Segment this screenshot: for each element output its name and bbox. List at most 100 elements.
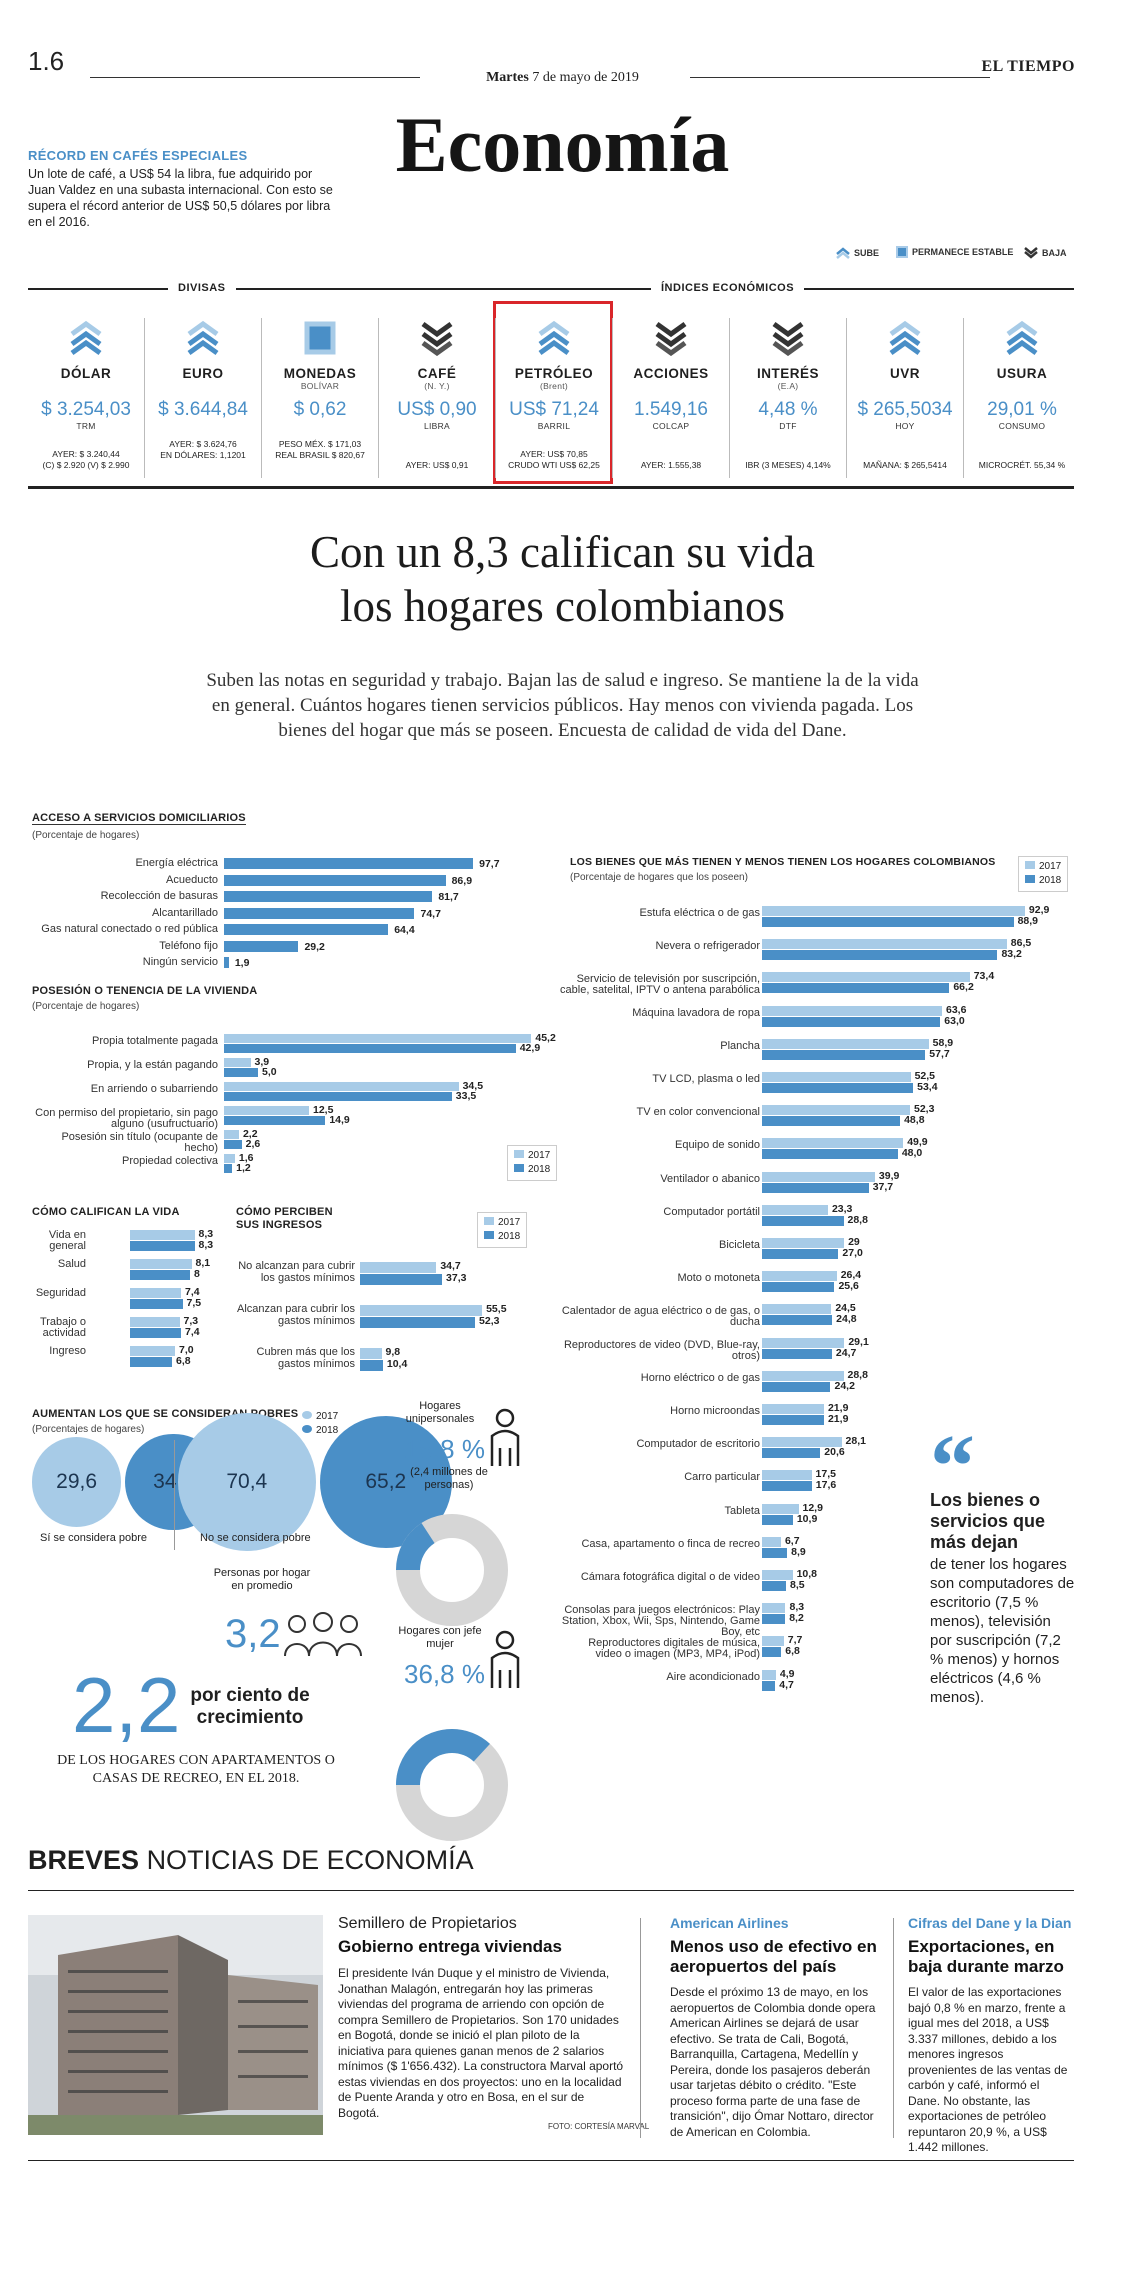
bar-value-2017: 2,2: [242, 1128, 258, 1140]
bar-value-2017: 39,9: [878, 1169, 900, 1182]
indicator-prev-line: EN DÓLARES: 1,1201: [160, 450, 246, 460]
indicator-previous: AYER: US$ 70,85 CRUDO WTI US$ 62,25: [496, 449, 612, 471]
bar-2017: [224, 1034, 532, 1043]
bar-2018: [762, 1182, 869, 1193]
bar-value-2017: 7,0: [179, 1344, 194, 1356]
indicator-sub: (N. Y.): [424, 381, 450, 391]
persons-label: Personas por hogar en promedio: [213, 1567, 311, 1592]
indicator-euro: EURO $ 3.644,84 AYER: $ 3.624,76 EN DÓLARES…: [145, 312, 261, 461]
bar-value-2017: 28,8: [847, 1368, 868, 1381]
chart-acceso-subtitle: (Porcentaje de hogares): [32, 830, 140, 841]
donut-slice: [396, 1729, 508, 1841]
bar-value-2017: 8,3: [789, 1601, 805, 1614]
legend-swatch-2018: [302, 1425, 312, 1433]
bar-2017: [762, 1271, 837, 1282]
indicator-name: USURA: [996, 366, 1048, 381]
bar-value-2017: 8,1: [195, 1257, 211, 1269]
square-icon: [896, 246, 908, 258]
bar-value-2017: 6,7: [784, 1534, 800, 1547]
bar-2017: [762, 1404, 824, 1414]
indicator-unit: BARRIL: [537, 421, 571, 431]
pie-title: Hogares unipersonales: [405, 1400, 475, 1425]
bar-2018: [130, 1241, 195, 1251]
bar-value-2017: 73,4: [973, 970, 995, 983]
bar-value-2018: 27,0: [842, 1247, 863, 1259]
bar-2018: [762, 1249, 839, 1259]
indicator-value: $ 0,62: [293, 399, 347, 420]
bar-2018: [762, 1514, 793, 1525]
bar-2018: [360, 1274, 443, 1285]
legend-swatch-2018: [1025, 875, 1035, 883]
legend-up: SUBE: [836, 246, 879, 260]
bar-2017: [224, 1130, 239, 1139]
legend-bienes: 2017 2018: [1018, 856, 1069, 892]
bar-value-2018: 14,9: [329, 1114, 350, 1126]
bar-value-2017: 9,8: [385, 1346, 401, 1358]
legend-pobres: 2017 2018: [302, 1410, 339, 1438]
bar-2018: [762, 1647, 782, 1658]
indicator-uvr: UVR $ 265,5034 HOY MAÑANA: $ 265,5414: [847, 312, 963, 471]
bar-2018: [762, 917, 1014, 927]
growth-label: por ciento de crecimiento: [190, 1685, 310, 1728]
bar-label: Plancha: [720, 1039, 760, 1052]
masthead-rule-left: [90, 77, 420, 78]
indicator-previous: IBR (3 MESES) 4,14%: [730, 449, 846, 471]
bar-value-2017: 26,4: [840, 1269, 862, 1282]
indicator-sub: BOLÍVAR: [300, 381, 340, 391]
indicator-unit: LIBRA: [423, 421, 451, 431]
bar-2017: [762, 1570, 793, 1580]
indicator-sub: [28, 381, 144, 391]
bar-value-2017: 23,3: [831, 1202, 853, 1215]
indicator-previous: MICROCRÉT. 55,34 %: [964, 449, 1080, 471]
indicator-name: DÓLAR: [60, 366, 112, 381]
chevron-down-icon: [1024, 247, 1038, 259]
bar-label: Calentador de agua eléctrico o de gas, o…: [561, 1305, 760, 1329]
bar-2017: [224, 1154, 235, 1163]
highlight-box: [493, 301, 613, 484]
bar-value-2017: 29,1: [848, 1335, 869, 1348]
bar-value-2017: 12,9: [802, 1501, 823, 1514]
bar-value-2017: 3,9: [254, 1056, 270, 1068]
bar-value-2017: 7,3: [183, 1315, 199, 1327]
bar-2018: [130, 1299, 183, 1309]
masthead-date: Martes 7 de mayo de 2019: [486, 70, 639, 85]
bar-2018: [130, 1328, 181, 1338]
chart-pobres-subtitle: (Porcentajes de hogares): [32, 1424, 145, 1435]
bar-2018: [762, 1448, 821, 1459]
bar-2018: [762, 1016, 941, 1027]
breve-headline: Exportaciones, en baja durante marzo: [908, 1937, 1064, 1976]
indicator-value: US$ 0,90: [397, 399, 477, 420]
legend-swatch-2017: [302, 1411, 312, 1419]
bar-2017: [130, 1230, 195, 1240]
trend-up-icon: [70, 320, 102, 356]
bar-value-2017: 8,3: [198, 1228, 214, 1240]
indicator-separator: [612, 318, 613, 478]
bar-label: Horno microondas: [670, 1405, 760, 1417]
breve-headline: Menos uso de efectivo en aeropuertos del…: [670, 1937, 877, 1976]
bar-value-2018: 66,2: [953, 981, 974, 994]
family-icon: [284, 1612, 362, 1657]
indicator-monedas: MONEDAS BOLÍVAR $ 0,62 PESO MÉX. $ 171,03 RE…: [262, 312, 378, 461]
quote-text: de tener los hogares son computadores de…: [930, 1556, 1075, 1706]
trend-up-icon: [1006, 320, 1038, 356]
bar-label: Máquina lavadora de ropa: [632, 1006, 760, 1019]
indicator-prev-line: AYER: 1.555,38: [640, 460, 702, 470]
bar-value-2018: 10,9: [796, 1512, 818, 1525]
bar-value-2017: 52,5: [914, 1070, 935, 1082]
bar-2018: [762, 1680, 776, 1691]
bar-value-2018: 24,2: [834, 1379, 855, 1392]
bar-value-2018: 37,3: [446, 1272, 467, 1284]
bar-2017: [762, 1105, 910, 1116]
bar-value-2017: 17,5: [815, 1468, 836, 1481]
breve-body: Desde el próximo 13 de mayo, en los aero…: [670, 1985, 876, 2139]
bar-2018: [224, 1092, 452, 1101]
bar-value-2018: 24,8: [836, 1313, 857, 1326]
bar-label: Bicicleta: [719, 1239, 760, 1251]
breve-kicker: American Airlines: [670, 1915, 789, 1931]
photo-credit: FOTO: CORTESÍA MARVAL: [548, 2122, 650, 2131]
bar-label: Ningún servicio: [142, 956, 218, 968]
section-title: Economía: [395, 101, 730, 188]
chart-acceso-title: ACCESO A SERVICIOS DOMICILIARIOS: [32, 812, 246, 825]
bar-label: Computador de escritorio: [636, 1438, 760, 1451]
indicator-separator: [729, 318, 730, 478]
